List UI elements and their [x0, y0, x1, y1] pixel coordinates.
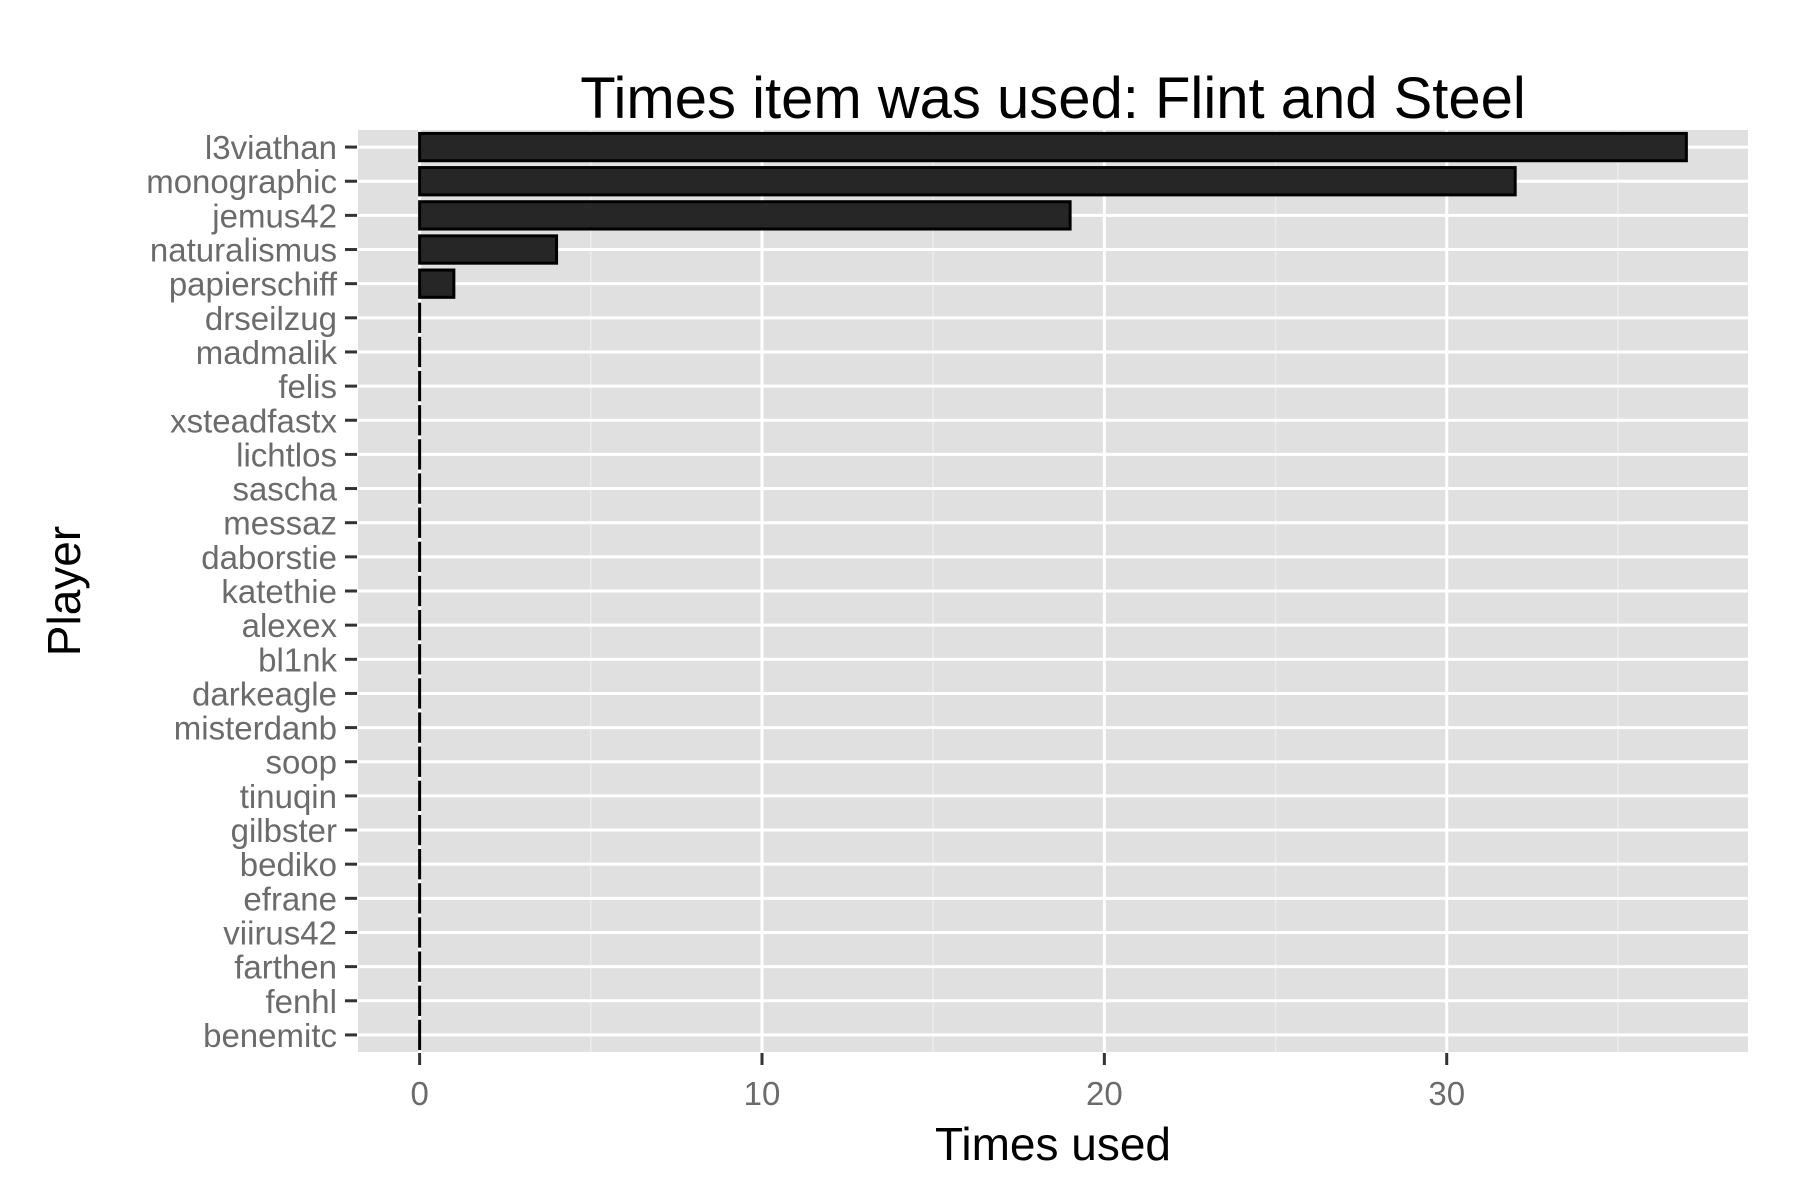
y-tick-label: fenhl	[265, 983, 337, 1020]
y-tick-label: drseilzug	[205, 300, 337, 337]
y-tick-label: daborstie	[201, 539, 337, 576]
y-tick-label: darkeagle	[192, 675, 337, 712]
y-tick-label: efrane	[243, 880, 337, 917]
y-tick-label: viirus42	[223, 914, 337, 951]
y-tick-label: monographic	[146, 163, 337, 200]
y-axis: l3viathanmonographicjemus42naturalismusp…	[146, 129, 357, 1054]
bars	[418, 131, 1688, 1051]
y-tick-label: jemus42	[211, 197, 337, 234]
y-tick-label: sascha	[232, 471, 337, 508]
x-tick-label: 10	[744, 1075, 781, 1112]
y-tick-label: gilbster	[231, 812, 337, 849]
y-axis-title: Player	[38, 526, 90, 656]
y-tick-label: alexex	[242, 607, 338, 644]
y-tick-label: l3viathan	[205, 129, 337, 166]
y-tick-label: soop	[265, 744, 337, 781]
y-tick-label: bl1nk	[258, 641, 337, 678]
bar	[418, 200, 1072, 231]
y-tick-label: lichtlos	[236, 436, 337, 473]
y-tick-label: felis	[278, 368, 337, 405]
x-tick-label: 30	[1428, 1075, 1465, 1112]
y-tick-label: papierschiff	[169, 266, 338, 303]
y-tick-label: madmalik	[196, 334, 338, 371]
y-tick-label: misterdanb	[174, 710, 337, 747]
x-tick-label: 0	[410, 1075, 428, 1112]
bar	[418, 131, 1688, 163]
x-axis: 0 10 20 30	[410, 1053, 1465, 1112]
chart-title: Times item was used: Flint and Steel	[580, 66, 1526, 131]
x-axis-title: Times used	[935, 1118, 1171, 1170]
bar	[418, 234, 559, 265]
y-tick-label: tinuqin	[240, 778, 337, 815]
y-tick-label: bediko	[240, 846, 337, 883]
bar	[418, 268, 456, 299]
y-tick-label: katethie	[221, 573, 337, 610]
y-tick-label: benemitc	[203, 1017, 337, 1054]
y-tick-label: xsteadfastx	[170, 402, 337, 439]
y-tick-label: messaz	[223, 505, 337, 542]
x-tick-label: 20	[1086, 1075, 1123, 1112]
y-tick-label: naturalismus	[150, 232, 337, 269]
bar	[418, 166, 1517, 197]
y-tick-label: farthen	[234, 949, 337, 986]
